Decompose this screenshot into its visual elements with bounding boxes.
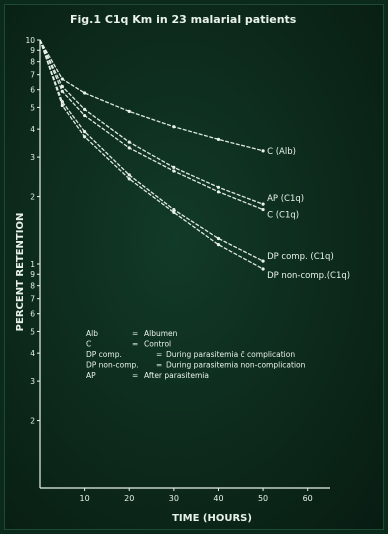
series-group [39,39,265,271]
series-label: AP (C1q) [267,194,304,204]
series-point [60,89,64,93]
y-tick-label: 8 [30,58,35,67]
y-tick-label: 2 [30,193,35,202]
series-point [127,109,131,114]
y-tick-label: 4 [30,125,35,134]
series-point [216,137,221,141]
legend-meaning: After parasitemia [144,371,209,380]
legend-separator: = [156,361,162,370]
y-axis-label: PERCENT RETENTION [15,213,26,332]
series-point [83,135,87,139]
x-tick-label: 30 [169,494,179,503]
y-tick-label: 5 [30,103,35,112]
y-tick-label: 10 [25,36,35,45]
y-tick-label: 7 [30,71,35,80]
x-tick-label: 60 [303,494,313,503]
series-point [83,130,87,134]
series-point [127,173,131,177]
x-axis-label: TIME (HOURS) [172,513,252,524]
series-point [83,113,87,118]
series-point [60,77,64,81]
y-tick-label: 6 [30,310,35,319]
legend-separator: = [132,371,138,380]
series-point [261,259,265,263]
legend-abbr: AP [86,371,96,380]
series-line [39,39,264,262]
series-line [39,39,264,211]
series-point [172,165,176,169]
chart-title: Fig.1 C1q Km in 23 malarial patients [70,13,297,26]
series-point [172,169,176,173]
series-labels: C (Alb) AP (C1q) C (C1q) DP comp. (C1q) DP n… [267,147,350,281]
legend-meaning: Control [144,340,171,349]
series-point [216,185,221,189]
series-label: C (C1q) [267,211,299,221]
series-point [127,146,131,150]
series-point [261,207,265,212]
series-point [60,103,64,108]
legend-abbr: C [86,340,91,349]
x-tick-label: 40 [213,494,223,503]
x-tick-label: 10 [80,494,90,503]
y-tick-label: 9 [30,46,35,55]
y-tick-label: 9 [30,270,35,279]
series-point [127,140,131,144]
series-line [39,39,264,270]
legend-separator: = [132,329,138,338]
y-tick-label: 8 [30,282,35,291]
y-tick-label: 6 [30,86,35,95]
legend-meaning: Albumen [144,329,178,338]
legend-abbr: DP comp. [86,350,122,359]
legend-separator: = [132,340,138,349]
series-label: C (Alb) [267,147,296,157]
series-point [261,202,265,206]
y-tick-label: 2 [30,417,35,426]
series-point [261,149,265,153]
series-point [172,207,176,212]
y-tick-label: 5 [30,327,35,336]
series-point [60,84,64,89]
y-tick-label: 3 [30,377,35,386]
y-tick-label: 1 [30,260,35,269]
series-point [216,243,221,247]
series-point [127,177,131,181]
legend-abbr: Alb [86,329,98,338]
y-tick-label: 7 [30,295,35,304]
legend-meaning: During parasitemia c̄ complication [166,350,295,359]
x-tick-label: 20 [124,494,134,503]
legend-abbr: DP non-comp. [86,361,139,370]
legend-meaning: During parasitemia non-complication [166,361,306,370]
series-point [172,125,176,129]
legend-separator: = [156,350,162,359]
x-tick-label: 50 [258,494,268,503]
series-point [216,190,221,194]
series-point [83,91,87,95]
series-label: DP non-comp.(C1q) [267,271,350,281]
series-label: DP comp. (C1q) [267,252,334,262]
y-tick-label: 3 [30,153,35,162]
series-point [83,107,87,111]
series-point [172,210,176,214]
series-line [39,39,264,152]
series-point [261,267,265,271]
y-tick-label: 4 [30,349,35,358]
series-point [216,236,221,241]
